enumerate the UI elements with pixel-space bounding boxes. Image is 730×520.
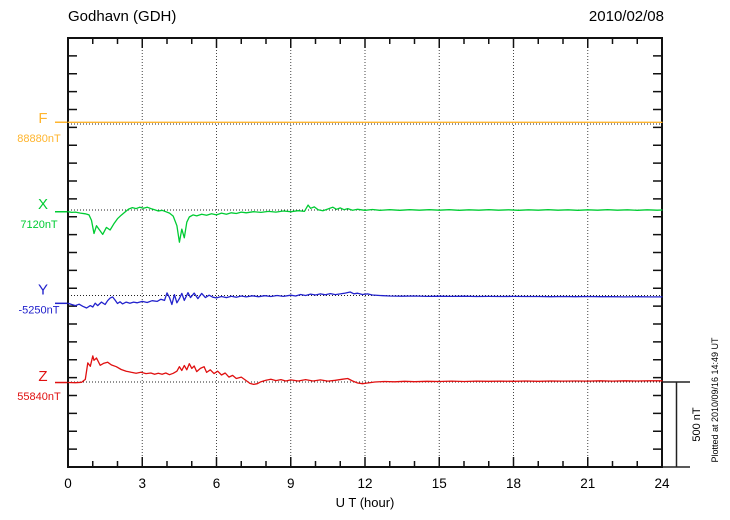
x-tick-label-24: 24 xyxy=(654,476,670,491)
x-tick-label-12: 12 xyxy=(357,476,372,491)
channel-value-Z: 55840nT xyxy=(17,391,61,403)
x-tick-label-21: 21 xyxy=(580,476,595,491)
plot-frame xyxy=(67,37,663,468)
channel-value-Y: -5250nT xyxy=(19,305,60,317)
x-tick-label-3: 3 xyxy=(138,476,146,491)
plotted-at-note: Plotted at 2010/09/16 14:49 UT xyxy=(710,337,720,463)
x-tick-label-0: 0 xyxy=(64,476,72,491)
date-label: 2010/02/08 xyxy=(588,8,664,25)
channel-letter-X: X xyxy=(38,196,48,213)
x-tick-label-6: 6 xyxy=(213,476,221,491)
station-title: Godhavn (GDH) xyxy=(68,8,177,25)
x-tick-label-15: 15 xyxy=(432,476,447,491)
trace-X xyxy=(67,204,663,243)
scalebar-label: 500 nT xyxy=(691,407,703,442)
channel-letter-F: F xyxy=(38,110,47,127)
x-axis-title: U T (hour) xyxy=(336,495,395,510)
channel-letter-Y: Y xyxy=(38,282,48,299)
channel-value-X: 7120nT xyxy=(20,219,58,231)
trace-Z xyxy=(67,355,663,386)
channel-letter-Z: Z xyxy=(38,368,47,385)
trace-Y xyxy=(67,291,663,309)
x-tick-label-18: 18 xyxy=(506,476,521,491)
x-tick-label-9: 9 xyxy=(287,476,295,491)
channel-value-F: 88880nT xyxy=(17,133,61,145)
